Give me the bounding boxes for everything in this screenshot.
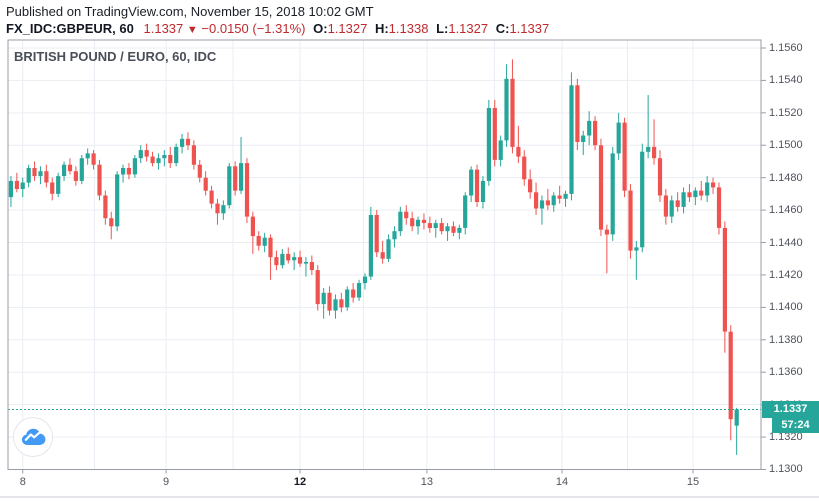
- open-label: O:: [313, 21, 328, 36]
- price-axis-label: 1.1380: [769, 333, 803, 346]
- price-axis-label: 1.1520: [769, 106, 803, 119]
- high-value: 1.1338: [388, 21, 429, 36]
- price-axis-label: 1.1420: [769, 268, 803, 281]
- time-axis-label: 12: [293, 476, 307, 488]
- price-axis-label: 1.1400: [769, 301, 803, 314]
- tradingview-logo[interactable]: [13, 417, 53, 457]
- price-change: −0.0150 (−1.31%): [201, 21, 306, 36]
- symbol-name[interactable]: FX_IDC:GBPEUR, 60: [6, 21, 134, 36]
- low-label: L:: [436, 21, 449, 36]
- price-axis-label: 1.1500: [769, 139, 803, 152]
- time-axis-label: 13: [420, 476, 434, 488]
- bar-countdown-badge: 57:24: [772, 418, 819, 434]
- price-axis-label: 1.1320: [769, 431, 803, 444]
- published-line: Published on TradingView.com, November 1…: [6, 4, 374, 19]
- high-label: H:: [374, 21, 389, 36]
- current-price-badge: 1.1337: [762, 400, 819, 418]
- open-value: 1.1327: [327, 21, 368, 36]
- symbol-status-line: FX_IDC:GBPEUR, 60 1.1337 ▼ −0.0150 (−1.3…: [6, 21, 549, 36]
- time-axis-label: 15: [686, 476, 700, 488]
- price-axis-label: 1.1480: [769, 171, 803, 184]
- price-axis-label: 1.1560: [769, 42, 803, 54]
- price-axis-label: 1.1540: [769, 74, 803, 87]
- price-axis-label: 1.1360: [769, 366, 803, 379]
- last-price: 1.1337: [143, 21, 184, 36]
- price-axis-label: 1.1460: [769, 204, 803, 217]
- down-arrow-icon: ▼: [186, 24, 198, 36]
- tradingview-cloud-icon: [21, 428, 46, 445]
- close-label: C:: [495, 21, 510, 36]
- low-value: 1.1327: [448, 21, 489, 36]
- time-axis-label: 14: [555, 476, 569, 488]
- price-axis-label: 1.1440: [769, 236, 803, 249]
- price-axis-label: 1.1300: [769, 463, 803, 476]
- time-axis-label: 9: [163, 476, 170, 488]
- close-value: 1.1337: [509, 21, 550, 36]
- chart-title: BRITISH POUND / EURO, 60, IDC: [14, 49, 217, 64]
- time-axis-label: 8: [19, 476, 26, 488]
